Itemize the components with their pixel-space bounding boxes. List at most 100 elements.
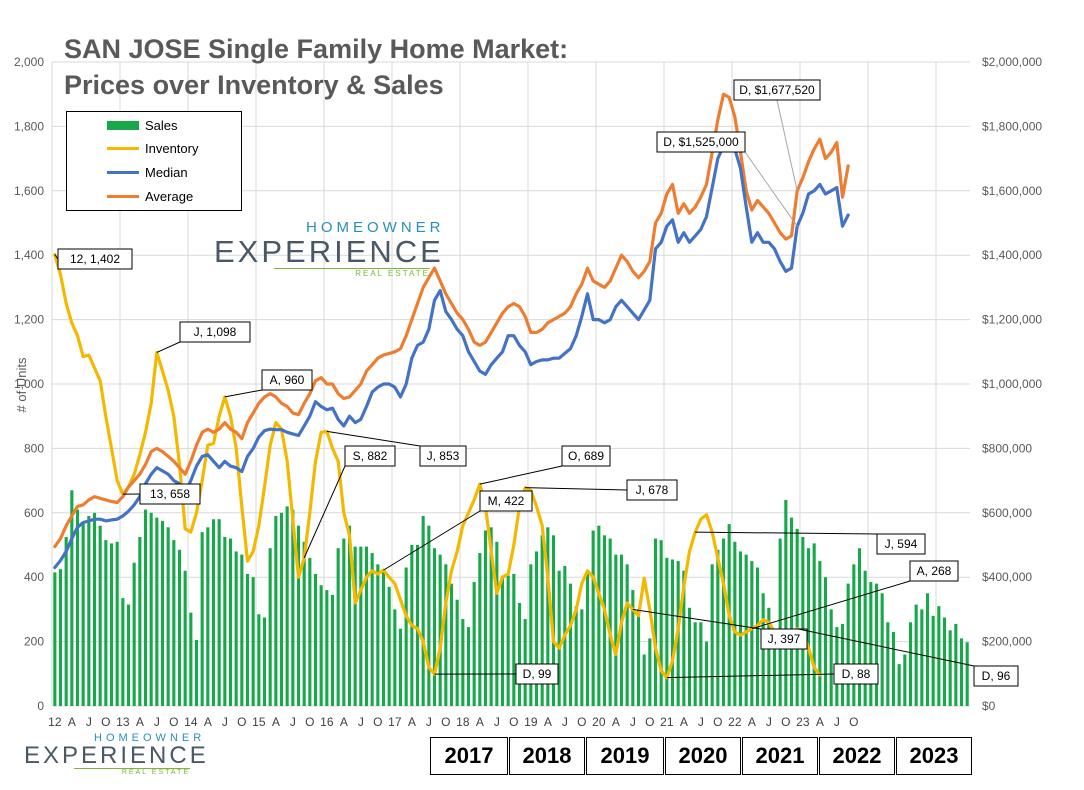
sales-bar (574, 606, 578, 706)
sales-bar (87, 516, 91, 706)
year-box-2017: 2017 (430, 737, 508, 775)
x-tick-label: 15 (252, 715, 266, 729)
annotation-label: D, 96 (982, 669, 1011, 683)
x-tick-label: J (222, 715, 228, 729)
y-right-tick-label: $200,000 (982, 635, 1032, 649)
sales-bar (585, 570, 590, 706)
sales-bar (347, 525, 352, 706)
sales-bar (194, 639, 199, 706)
sales-bar (461, 619, 465, 706)
annotation-label: D, $1,525,000 (663, 135, 739, 149)
annotation-box (561, 445, 611, 467)
y-left-tick-label: 2,000 (14, 55, 44, 69)
sales-bar (472, 582, 476, 706)
sales-bar (211, 519, 216, 706)
sales-bar (336, 548, 340, 706)
sales-bar (506, 575, 510, 706)
sales-bar (795, 528, 799, 706)
sales-bar (98, 525, 102, 706)
x-tick-label: A (816, 715, 824, 729)
sales-bar (874, 583, 879, 706)
legend-swatch-average (107, 194, 139, 198)
sales-bar (931, 615, 935, 706)
sales-bar (908, 622, 913, 706)
year-box-2019: 2019 (586, 737, 664, 775)
sales-bar (857, 548, 862, 706)
logo-main-word: EXPERIENCE (214, 234, 444, 269)
sales-bar (398, 628, 403, 706)
x-tick-label: 20 (592, 715, 606, 729)
sales-bar (648, 638, 652, 706)
x-tick-label: J (426, 715, 432, 729)
average-line (53, 92, 850, 549)
logo-footer-word: EXPERIENCE (24, 742, 209, 769)
x-tick-label: 19 (524, 715, 538, 729)
annotation-box (344, 445, 396, 467)
annotation-box (760, 628, 808, 650)
x-tick-label: O (509, 715, 518, 729)
sales-bar (404, 567, 408, 706)
x-tick-label: J (154, 715, 160, 729)
x-tick-label: 23 (796, 715, 810, 729)
sales-bar (687, 607, 692, 706)
sales-bar (432, 548, 437, 706)
annotation-label: J, 397 (768, 632, 801, 646)
sales-bar (160, 520, 165, 706)
x-tick-label: J (698, 715, 704, 729)
annotation-box (261, 369, 313, 391)
x-tick-label: O (305, 715, 314, 729)
y-right-tick-label: $1,800,000 (982, 119, 1042, 133)
legend-item-inventory: Inventory (67, 139, 198, 157)
sales-bar (126, 604, 131, 706)
sales-bar (597, 525, 601, 706)
annotation-leader (632, 608, 762, 630)
year-box-2022: 2022 (819, 737, 895, 775)
brand-logo-main: HOMEOWNER EXPERIENCE REAL ESTATE (214, 219, 444, 278)
sales-bar (421, 516, 425, 706)
sales-bar (81, 522, 85, 706)
sales-bar (665, 557, 669, 706)
sales-bar (251, 577, 255, 706)
sales-bar (495, 541, 499, 706)
sales-bar (166, 527, 170, 706)
sales-bar (738, 551, 743, 706)
sales-bar (642, 654, 646, 706)
annotation-label: J, 1,098 (194, 325, 237, 339)
y-left-tick-label: 200 (24, 635, 44, 649)
annotation-label: M, 422 (488, 494, 525, 508)
annotation-leader (54, 254, 59, 260)
sales-bar (132, 562, 136, 706)
sales-bar (449, 583, 454, 706)
x-tick-label: 18 (456, 715, 470, 729)
y-right-tick-label: $0 (982, 699, 996, 713)
sales-bar (381, 570, 386, 706)
sales-bar (393, 609, 397, 706)
sales-bar (359, 546, 363, 706)
sales-bar (308, 557, 312, 706)
x-tick-label: A (340, 715, 348, 729)
sales-bar (234, 551, 238, 706)
annotation-leader (156, 341, 181, 353)
annotation-label: J, 678 (636, 483, 669, 497)
sales-bar (653, 538, 658, 706)
logo-main-sub: REAL ESTATE (274, 268, 430, 278)
x-tick-label: A (680, 715, 688, 729)
sales-bar (846, 583, 850, 706)
y-left-tick-label: 1,600 (14, 184, 44, 198)
annotation-box (626, 479, 678, 501)
sales-bar (455, 599, 459, 706)
sales-bar (296, 525, 301, 706)
sales-bar (614, 554, 618, 706)
annotation-leader (695, 531, 878, 535)
legend-item-average: Average (67, 187, 193, 205)
y-left-tick-label: 0 (37, 699, 44, 713)
sales-bar (551, 535, 556, 706)
sales-bar (772, 638, 777, 706)
sales-bar (710, 564, 714, 706)
sales-bar (427, 525, 431, 706)
annotation-box (57, 248, 133, 270)
annotation-box (733, 79, 821, 101)
legend-label-inventory: Inventory (145, 140, 199, 156)
sales-bar (784, 499, 788, 706)
